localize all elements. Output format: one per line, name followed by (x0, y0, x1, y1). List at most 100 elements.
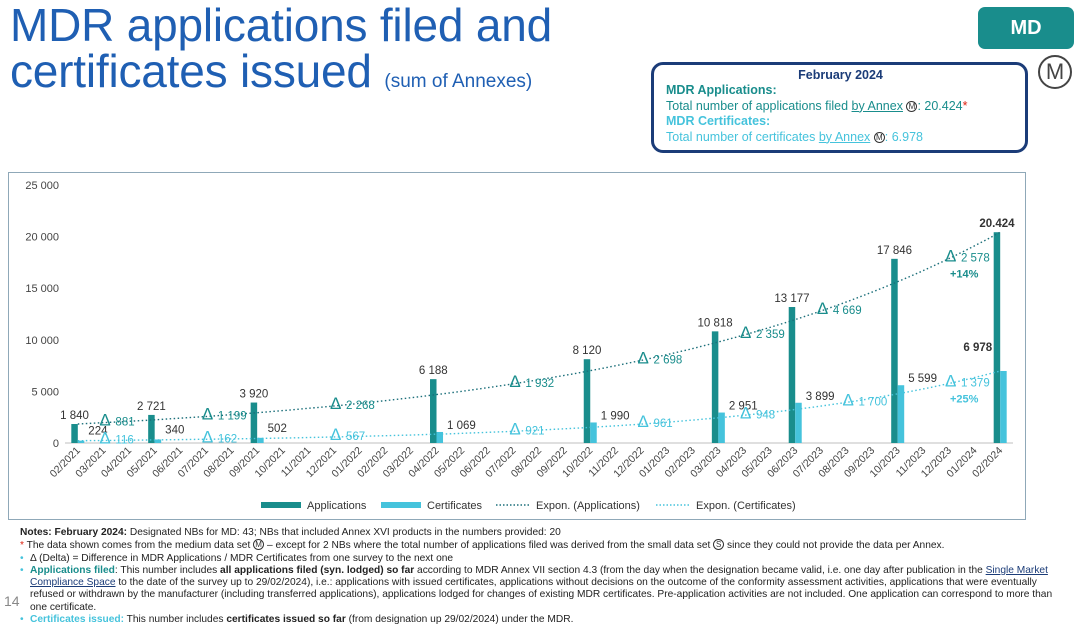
apps-annex-link[interactable]: by Annex (851, 98, 903, 113)
summary-cert-line: Total number of certificates by Annex M:… (666, 130, 1015, 145)
growth-percent-label: +14% (950, 269, 979, 281)
applications-value-label: 10 818 (698, 317, 733, 329)
delta-icon: Δ (202, 404, 213, 423)
delta-icon: Δ (99, 411, 110, 430)
notes-text: (from designation up 29/02/2024) under t… (345, 614, 574, 626)
certificates-bar (1000, 370, 1007, 443)
applications-value-label: 6 188 (419, 365, 448, 377)
bullet-icon: • (20, 552, 24, 564)
notes-text: since they could not provide the data pe… (724, 540, 945, 552)
delta-icon: Δ (202, 427, 213, 446)
m-icon: M (253, 539, 265, 551)
applications-delta-label: 1 199 (218, 410, 247, 422)
applications-value-label: 3 920 (240, 389, 269, 401)
y-tick-label: 15 000 (25, 283, 59, 295)
md-badge: MD (978, 7, 1074, 49)
growth-percent-label: +25% (950, 394, 979, 406)
notes: Notes: February 2024: Designated NBs for… (20, 527, 1070, 626)
applications-trendline (77, 231, 1001, 425)
certificates-value-label: 224 (88, 426, 108, 438)
m-icon: M (906, 100, 918, 112)
certificates-value-label: 6 978 (963, 342, 992, 354)
notes-text: – except for 2 NBs where the total numbe… (264, 540, 714, 552)
title-line1: MDR applications filed and (10, 0, 552, 51)
cert-value: : 6.978 (884, 129, 924, 144)
certificates-value-label: 1 069 (447, 420, 476, 432)
applications-bar (993, 232, 1001, 443)
title-subtitle: (sum of Annexes) (384, 71, 533, 92)
apps-text: Total number of applications filed (666, 98, 852, 113)
delta-icon: Δ (637, 412, 648, 431)
m-icon: M (873, 131, 885, 143)
bullet-icon: • (20, 614, 24, 626)
summary-box: February 2024 MDR Applications: Total nu… (651, 62, 1028, 153)
legend-applications-label: Applications (307, 500, 367, 512)
applications-value-label: 13 177 (774, 293, 809, 305)
delta-icon: Δ (637, 348, 648, 367)
applications-bar (583, 359, 591, 443)
s-icon: S (713, 539, 725, 551)
notes-line-1: Notes: February 2024: Designated NBs for… (20, 527, 1070, 539)
applications-bar (250, 402, 258, 443)
applications-value-label: 17 846 (877, 245, 912, 257)
certificates-delta-label: 961 (653, 418, 672, 430)
legend-applications-swatch (261, 502, 301, 508)
certificates-delta-label: 162 (218, 433, 237, 445)
certificates-value-label: 1 990 (601, 410, 630, 422)
applications-value-label: 2 721 (137, 401, 166, 413)
certificates-bar (590, 422, 597, 443)
delta-icon: Δ (740, 403, 751, 422)
notes-line-5: • Certificates issued: This number includ… (20, 614, 1070, 626)
certificates-delta-label: 948 (756, 409, 775, 421)
delta-icon: Δ (509, 372, 520, 391)
applications-bar (148, 414, 155, 443)
page-number: 14 (4, 593, 20, 609)
page-title: MDR applications filed and certificates … (10, 2, 650, 105)
legend-certificates-swatch (381, 502, 421, 508)
applications-delta-label: 2 359 (756, 329, 785, 341)
applications-delta-label: 4 669 (833, 305, 862, 317)
notes-text: according to MDR Annex VII section 4.3 (… (414, 564, 986, 576)
notes-label: Notes: February 2024: (20, 527, 128, 538)
certificates-bar (718, 412, 725, 443)
delta-icon: Δ (945, 247, 956, 266)
cert-annex-link[interactable]: by Annex (818, 129, 871, 144)
certificates-value-label: 340 (165, 424, 184, 436)
notes-text: Designated NBs for MD: 43; NBs that incl… (127, 527, 561, 538)
applications-delta-label: 1 932 (525, 378, 554, 390)
certificates-delta-label: 567 (346, 431, 365, 443)
applications-value-label: 8 120 (573, 345, 602, 357)
notes-bold: all applications filed (syn. lodged) so … (220, 564, 415, 576)
certificates-trendline (77, 370, 1001, 442)
certificates-value-label: 3 899 (806, 391, 835, 403)
smcs-link[interactable]: Single Market Compliance Space (30, 564, 1048, 589)
certificates-bar (77, 440, 85, 443)
certificates-bar (436, 431, 444, 443)
y-tick-label: 25 000 (25, 180, 59, 192)
applications-bar (891, 258, 898, 443)
certificates-delta-label: 1 379 (961, 378, 990, 390)
notes-text: The data shown comes from the medium dat… (23, 540, 254, 552)
applications-value-label: 20.424 (979, 218, 1015, 230)
certificates-delta-label: 921 (525, 425, 544, 437)
delta-icon: Δ (842, 390, 853, 409)
certificates-bar (897, 385, 905, 443)
certificates-bar (154, 439, 162, 443)
applications-delta-label: 881 (115, 417, 134, 429)
certificates-value-label: 5 599 (908, 373, 937, 385)
m-circle-icon: M (1038, 55, 1072, 89)
delta-icon: Δ (945, 372, 956, 391)
notes-text: : This number includes (114, 564, 221, 576)
delta-icon: Δ (330, 425, 341, 444)
y-tick-label: 5 000 (31, 386, 59, 398)
notes-text: to the date of the survey up to 29/02/20… (30, 577, 1053, 613)
delta-icon: Δ (509, 419, 520, 438)
summary-apps-heading: MDR Applications: (666, 83, 777, 98)
summary-cert-heading: MDR Certificates: (666, 114, 771, 129)
title-line2: certificates issued (10, 45, 372, 97)
notes-apps-head: Applications filed (30, 564, 115, 576)
y-tick-label: 10 000 (25, 335, 59, 347)
notes-cert-head: Certificates issued: (30, 614, 124, 626)
